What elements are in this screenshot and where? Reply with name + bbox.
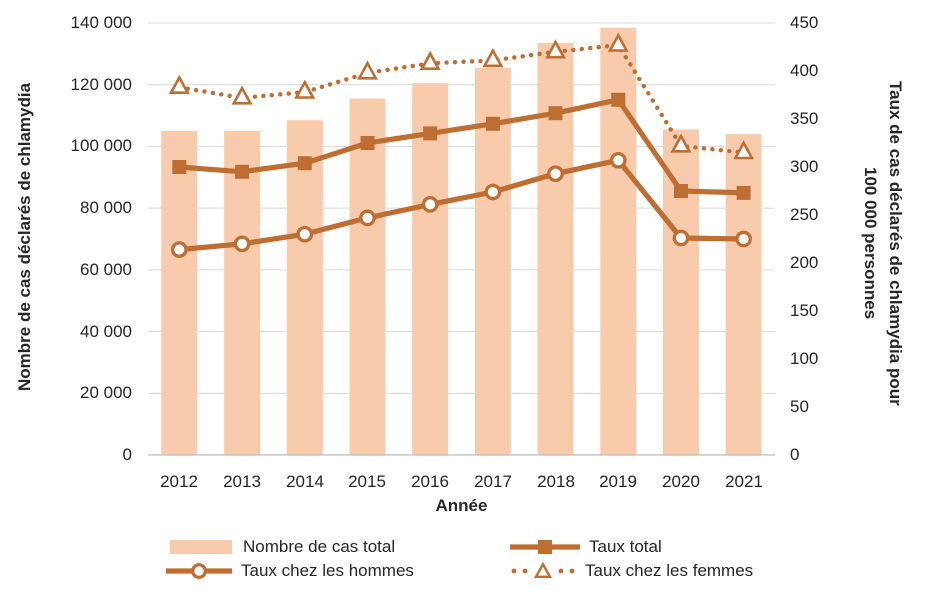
left-tick-label: 20 000 [80,383,132,402]
right-axis-title: Taux de cas déclarés de chlamydia pour 1… [852,0,908,486]
line-circle [179,157,744,253]
right-axis-title-line1: Taux de cas déclarés de chlamydia pour [886,80,905,406]
bar-2021 [725,134,762,455]
x-tick-label: 2013 [223,472,261,491]
left-tick-label: 120 000 [70,75,132,94]
circle-marker [672,229,690,247]
triangle-marker [168,74,190,94]
dotted-triangle-line [511,562,575,579]
square-marker [736,185,751,200]
legend-label: Taux chez les hommes [241,561,414,580]
right-tick-label: 100 [790,349,819,368]
bar-swatch-icon [168,538,236,556]
square-marker [235,164,250,179]
circle-marker [359,209,376,227]
square-marker [297,156,312,171]
circle-marker [421,196,439,213]
left-axis-title: Nombre de cas déclarés de chlamydia [15,82,34,392]
legend-item-female-rate: Taux chez les femmes [508,561,753,581]
x-tick-label: 2021 [725,472,763,491]
square-marker [548,106,563,121]
legend-item-male-rate: Taux chez les hommes [164,561,414,581]
right-tick-label: 50 [790,397,809,416]
right-tick-label: 300 [790,157,819,176]
right-tick-label: 200 [790,253,819,272]
bar-2020 [663,129,699,455]
legend-label: Taux total [589,537,662,556]
square-marker [360,136,375,150]
x-tick-label: 2017 [474,472,512,491]
triangle-marker [545,39,566,59]
triangle-marker [231,85,253,105]
left-tick-label: 0 [122,445,132,464]
bar-swatch [170,540,232,554]
x-axis-title: Année [435,496,488,515]
triangle-marker [419,50,441,70]
bar-2019 [600,27,637,455]
bar-2017 [474,67,511,455]
x-tick-label: 2020 [662,472,700,491]
left-tick-label: 40 000 [80,322,132,341]
line-triangle [177,42,746,155]
triangle-marker [357,60,378,80]
bar-2015 [349,98,386,455]
legend-label: Nombre de cas total [243,537,396,556]
square-line [510,540,580,554]
line-square [179,96,744,196]
bar-2016 [412,83,449,455]
x-tick-label: 2012 [160,472,198,491]
bar-2013 [224,131,261,455]
bar-2012 [161,131,198,455]
right-tick-label: 450 [790,13,819,32]
square-marker [423,126,438,141]
bar-2014 [286,120,323,455]
right-tick-label: 0 [790,445,800,464]
x-tick-label: 2014 [286,472,324,491]
square-line-icon [508,538,582,556]
circle-marker [170,241,188,258]
legend-label: Taux chez les femmes [585,561,754,580]
x-tick-label: 2019 [599,472,637,491]
right-tick-label: 150 [790,301,819,320]
right-tick-label: 350 [790,109,819,128]
left-tick-label: 100 000 [70,136,132,155]
x-tick-label: 2018 [537,472,575,491]
left-tick-label: 80 000 [80,198,132,217]
triangle-marker [733,140,755,160]
circle-marker [547,165,564,183]
square-marker [485,116,500,131]
bar-2018 [537,43,574,455]
circle-marker [233,235,251,253]
square-marker [611,92,626,107]
triangle-marker [482,47,504,68]
circle-marker [735,230,752,248]
triangle-marker [670,133,692,153]
right-axis-title-line2: 100 000 personnes [861,166,880,320]
right-tick-label: 250 [790,205,819,224]
square-marker [674,184,688,198]
circle-marker [296,225,314,243]
triangle-marker [294,79,316,99]
right-tick-label: 400 [790,61,819,80]
left-tick-label: 140 000 [70,13,132,32]
x-tick-label: 2016 [411,472,449,491]
x-tick-label: 2015 [348,472,386,491]
circle-marker [609,151,627,169]
left-tick-label: 60 000 [80,260,132,279]
circle-marker [484,183,502,201]
circle-line-icon [164,562,234,580]
square-marker [172,160,187,174]
legend-item-total-rate: Taux total [508,537,662,557]
dotted-triangle-line-icon [508,562,578,580]
triangle-marker [607,32,629,52]
legend-item-total-cases: Nombre de cas total [168,537,395,557]
circle-line [166,563,232,579]
